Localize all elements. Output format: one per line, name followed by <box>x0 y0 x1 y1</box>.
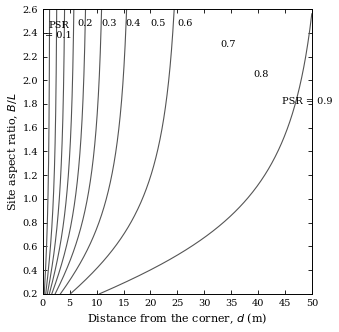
Text: 0.2: 0.2 <box>77 19 93 28</box>
Text: PSR
= 0.1: PSR = 0.1 <box>45 21 72 40</box>
Y-axis label: Site aspect ratio, $B/L$: Site aspect ratio, $B/L$ <box>5 92 20 211</box>
Text: PSR = 0.9: PSR = 0.9 <box>282 97 333 106</box>
Text: 0.8: 0.8 <box>253 70 268 79</box>
X-axis label: Distance from the corner, $d$ (m): Distance from the corner, $d$ (m) <box>87 312 267 326</box>
Text: 0.4: 0.4 <box>125 19 141 28</box>
Text: 0.5: 0.5 <box>151 19 166 28</box>
Text: 0.6: 0.6 <box>178 19 193 28</box>
Text: 0.7: 0.7 <box>221 40 236 49</box>
Text: 0.3: 0.3 <box>101 19 117 28</box>
